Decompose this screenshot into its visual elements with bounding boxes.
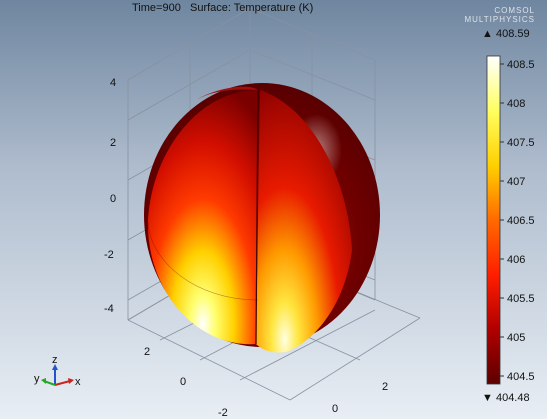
colorbar-tick-label: 406.5 — [507, 215, 535, 227]
z-tick: 0 — [110, 193, 116, 205]
colorbar-tick-label: 406 — [507, 254, 525, 266]
surface-label: Surface: Temperature (K) — [189, 2, 314, 14]
time-label: Time=900 — [132, 2, 181, 14]
x-axis-ticks: 2 0 -2 — [218, 381, 388, 419]
colorbar-gradient — [486, 55, 501, 385]
x-tick: 0 — [332, 403, 338, 415]
min-arrow-icon: ▼ — [482, 392, 493, 404]
triad-z-label: z — [52, 354, 58, 366]
colorbar-tick-label: 404.5 — [507, 371, 535, 383]
colorbar-tick-label: 408 — [507, 98, 525, 110]
x-tick: 2 — [382, 381, 388, 393]
sphere-right-cut-face — [256, 90, 352, 353]
y-axis-ticks: 2 0 — [144, 346, 186, 388]
triad-y-label: y — [34, 373, 40, 385]
z-tick: 2 — [110, 137, 116, 149]
colorbar-tick-label: 405 — [507, 332, 525, 344]
colorbar-tick-label: 405.5 — [507, 293, 535, 305]
z-tick: 4 — [110, 77, 116, 89]
cut-edge — [255, 89, 259, 345]
y-tick: 2 — [144, 346, 150, 358]
z-tick: -4 — [104, 303, 114, 315]
axis-triad: z x y — [34, 354, 81, 388]
z-tick: -2 — [104, 249, 114, 261]
x-tick: -2 — [218, 407, 228, 419]
max-arrow-icon: ▲ — [482, 28, 493, 40]
colorbar-tick-label: 407 — [507, 176, 525, 188]
y-tick: 0 — [180, 376, 186, 388]
colorbar-max-label: ▲ 408.59 — [482, 28, 530, 40]
temperature-sphere — [144, 83, 380, 353]
colorbar-tick-label: 407.5 — [507, 137, 535, 149]
colorbar-tick-label: 408.5 — [507, 59, 535, 71]
plot-title: Time=900 Surface: Temperature (K) — [132, 2, 313, 14]
z-axis-ticks: 4 2 0 -2 -4 — [104, 77, 116, 315]
triad-x-label: x — [75, 376, 81, 388]
colorbar: 408.5 408 407.5 407 406.5 406 405.5 405 404.5 — [486, 55, 535, 385]
colorbar-min-label: ▼ 404.48 — [482, 392, 530, 404]
comsol-logo: COMSOL MULTIPHYSICS — [464, 6, 535, 24]
colorbar-ticks: 408.5 408 407.5 407 406.5 406 405.5 405 404.5 — [500, 59, 535, 383]
sphere-left-cut-face — [147, 90, 258, 345]
